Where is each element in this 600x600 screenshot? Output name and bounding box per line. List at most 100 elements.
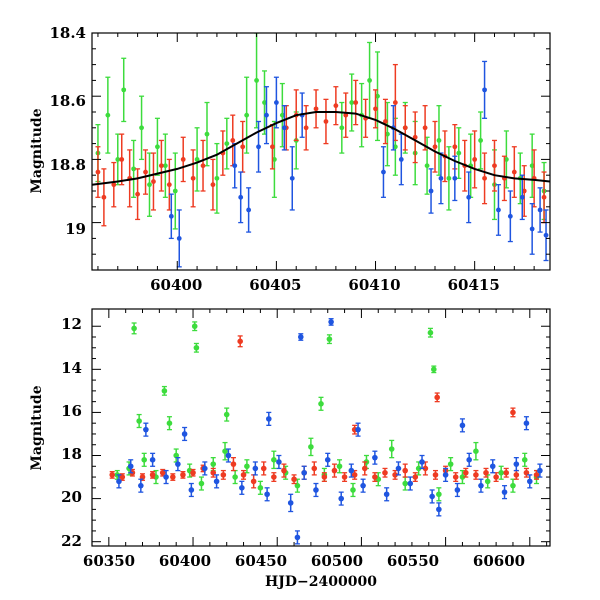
blue-data-point [501,489,508,495]
model-curve [92,111,550,186]
blue-data-point [543,232,549,238]
red-data-point [149,472,156,478]
green-data-point [529,163,535,169]
green-data-point [431,366,437,373]
red-data-point [180,157,186,162]
red-data-point [402,467,408,474]
red-data-point [166,182,172,188]
top-x-tick-label: 60415 [448,276,500,294]
top-plot-area [92,33,550,268]
red-data-point [482,175,487,181]
green-data-point [161,388,168,394]
red-data-point [493,474,499,480]
red-data-point [230,138,236,143]
blue-data-point [348,467,355,474]
red-data-point [303,125,309,131]
red-data-point [523,469,530,476]
blue-data-point [537,207,543,213]
blue-data-point [459,422,466,429]
red-data-point [432,144,438,150]
green-data-point [388,446,395,452]
blue-data-point [529,226,535,232]
blue-data-point [395,465,402,472]
green-data-point [155,144,160,150]
blue-data-point [175,461,181,467]
blue-data-point [239,485,245,491]
red-data-point [271,474,277,480]
red-data-point [260,465,267,472]
red-data-point [351,472,358,478]
green-data-point [294,482,301,489]
red-data-point [237,338,243,345]
red-data-point [432,472,439,478]
green-data-point [402,480,408,487]
green-data-point [436,138,442,143]
blue-data-point [466,194,472,200]
blue-data-point [238,194,244,200]
top-x-tick-label: 60405 [249,276,301,294]
green-data-point [115,157,121,162]
blue-data-point [188,487,195,493]
blue-data-point [149,457,156,463]
red-data-point [521,188,527,194]
top-y-tick-label: 18.6 [49,92,86,110]
blue-data-point [478,482,484,489]
red-data-point [452,474,459,480]
green-data-point [326,336,333,342]
red-data-point [210,469,217,476]
green-data-point [166,420,173,426]
top-y-axis-label: Magnitude [29,108,45,193]
blue-data-point [273,100,279,105]
green-data-point [424,163,430,169]
blue-data-point [163,474,169,480]
bottom-y-tick-labels: 12 14 16 18 20 22 [61,315,82,550]
blue-data-point [143,426,149,433]
blue-data-point [301,469,307,476]
red-data-point [341,474,348,480]
bottom-x-tick-label: 60550 [387,552,439,570]
bottom-y-tick-label: 16 [61,402,82,420]
red-data-point [412,134,418,140]
red-data-point [95,169,101,175]
bottom-x-tick-label: 60450 [235,552,287,570]
green-data-point [204,131,210,137]
red-data-point [333,103,339,109]
green-data-point [222,448,228,455]
bottom-x-axis-label: HJD−2400000 [265,574,377,590]
red-data-point [511,169,517,175]
green-data-point [308,444,314,450]
blue-data-point [297,334,304,340]
red-data-point [510,409,516,416]
blue-data-point [355,426,361,433]
blue-data-point [438,175,444,181]
red-data-point [291,476,297,483]
red-data-point [151,179,156,184]
blue-data-point [419,459,425,465]
green-data-point [244,112,250,118]
green-data-point [336,463,343,470]
blue-data-point [383,491,390,498]
blue-data-point [266,416,272,422]
blue-data-point [287,500,294,506]
red-data-point [392,100,398,105]
top-frame [91,32,551,271]
bottom-plot-area [109,318,543,545]
red-data-point [472,157,478,162]
green-data-point [224,141,230,147]
blue-data-point [281,125,287,131]
blue-data-point [289,175,295,181]
green-data-point [459,474,466,480]
blue-data-point [225,452,232,459]
green-data-point [141,457,147,463]
red-data-point [119,157,125,162]
green-data-point [172,188,178,194]
green-data-point [194,157,200,162]
blue-data-point [264,112,269,118]
blue-data-point [442,472,449,478]
red-data-point [503,469,510,476]
green-data-point [375,93,380,99]
red-data-point [452,144,458,150]
blue-data-point [328,319,334,325]
blue-data-point [213,478,220,485]
